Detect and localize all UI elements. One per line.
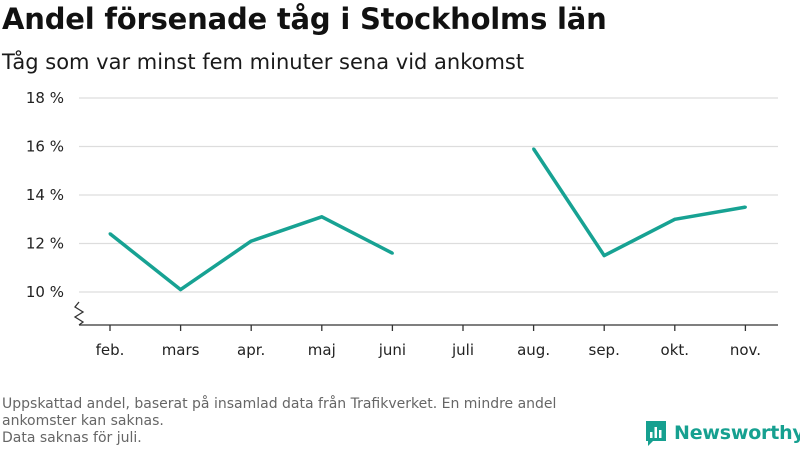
x-tick-label: maj — [308, 341, 336, 359]
x-tick-label: okt. — [661, 341, 690, 359]
x-tick-label: apr. — [237, 341, 265, 359]
data-point — [108, 232, 112, 236]
bar-chart-logo-icon — [646, 421, 666, 446]
brand-logo: Newsworthy — [644, 418, 800, 448]
data-point — [673, 217, 677, 221]
x-tick-label: juli — [451, 341, 474, 359]
axis-break-icon — [73, 301, 85, 326]
y-tick-label: 10 % — [26, 283, 64, 301]
brand-name: Newsworthy — [674, 422, 800, 444]
data-point — [532, 147, 536, 151]
x-tick-label: nov. — [730, 341, 761, 359]
footer-note-line-1: Uppskattad andel, baserat på insamlad da… — [2, 396, 557, 429]
series-line — [108, 147, 746, 292]
y-tick-label: 18 % — [26, 89, 64, 107]
data-point — [249, 239, 253, 243]
data-point — [743, 205, 747, 209]
y-tick-label: 14 % — [26, 186, 64, 204]
y-tick-label: 12 % — [26, 235, 64, 253]
footer-note: Uppskattad andel, baserat på insamlad da… — [2, 396, 632, 447]
x-tick-label: sep. — [589, 341, 620, 359]
x-tick-label: mars — [162, 341, 200, 359]
data-point — [602, 254, 606, 258]
y-tick-label: 16 % — [26, 138, 64, 156]
footer-note-line-2: Data saknas för juli. — [2, 430, 142, 446]
line-chart: 10 % 12 % 14 % 16 % 18 % feb. mars apr. maj juni j… — [26, 89, 778, 359]
chart-subtitle: Tåg som var minst fem minuter sena vid a… — [2, 50, 525, 74]
x-tick-label: juni — [378, 341, 406, 359]
x-tick-label: feb. — [96, 341, 125, 359]
data-point — [179, 288, 183, 292]
chart-title: Andel försenade tåg i Stockholms län — [2, 2, 607, 36]
data-point — [390, 251, 394, 255]
x-tick-label: aug. — [517, 341, 550, 359]
data-point — [320, 215, 324, 219]
